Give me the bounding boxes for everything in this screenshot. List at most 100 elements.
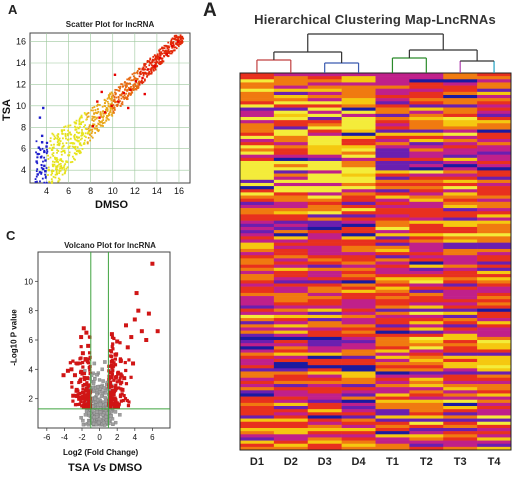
heatmap-cell bbox=[375, 233, 410, 237]
scatter-point bbox=[51, 182, 53, 184]
heatmap-cell bbox=[240, 151, 275, 155]
heatmap-cell bbox=[477, 120, 512, 124]
scatter-point bbox=[169, 52, 171, 55]
volcano-point bbox=[113, 352, 118, 357]
scatter-point bbox=[142, 74, 145, 77]
heatmap-cell bbox=[240, 135, 275, 140]
heatmap-cell bbox=[477, 274, 512, 278]
scatter-point bbox=[176, 42, 179, 44]
heatmap-cell bbox=[273, 412, 309, 416]
scatter-point bbox=[149, 61, 152, 64]
heatmap-cell bbox=[443, 346, 478, 350]
scatter-point bbox=[145, 72, 148, 75]
heatmap-cell bbox=[443, 264, 478, 269]
heatmap-cell bbox=[375, 349, 410, 353]
heatmap-cell bbox=[307, 157, 342, 162]
volcano-point bbox=[80, 390, 84, 395]
heatmap-cell bbox=[477, 434, 512, 438]
heatmap-cell bbox=[477, 129, 512, 133]
heatmap-cell bbox=[443, 390, 478, 394]
heatmap-cell bbox=[341, 245, 376, 250]
volcano-point bbox=[94, 422, 99, 427]
scatter-point bbox=[132, 75, 135, 78]
heatmap-cell bbox=[341, 387, 376, 391]
heatmap-cell bbox=[341, 314, 376, 319]
scatter-point bbox=[76, 137, 79, 139]
heatmap-cell bbox=[409, 390, 444, 394]
heatmap-cell bbox=[240, 358, 275, 363]
heatmap-cell bbox=[477, 176, 512, 181]
heatmap-cell bbox=[240, 374, 275, 379]
scatter-point bbox=[102, 115, 105, 117]
heatmap-cell bbox=[409, 384, 444, 388]
scatter-point bbox=[158, 49, 161, 52]
heatmap-cell bbox=[409, 186, 444, 190]
heatmap-cell bbox=[443, 299, 478, 303]
heatmap-cell bbox=[375, 236, 410, 240]
heatmap-cell bbox=[341, 321, 376, 325]
scatter-point bbox=[110, 106, 113, 109]
scatter-point bbox=[80, 151, 82, 154]
scatter-point bbox=[166, 45, 168, 47]
heatmap-cell bbox=[307, 321, 342, 325]
heatmap-cell bbox=[240, 340, 275, 344]
heatmap-cell bbox=[375, 167, 410, 171]
volcano-point bbox=[155, 329, 160, 334]
scatter-point bbox=[81, 134, 84, 137]
heatmap-cell bbox=[273, 274, 309, 278]
scatter-point bbox=[94, 132, 97, 134]
heatmap-cell bbox=[341, 406, 376, 410]
heatmap-cell bbox=[477, 148, 512, 152]
heatmap-cell bbox=[341, 431, 376, 435]
heatmap-cell bbox=[273, 223, 309, 228]
heatmap-cell bbox=[307, 182, 342, 187]
scatter-point bbox=[133, 86, 135, 88]
volcano-point bbox=[74, 387, 79, 392]
volcano-point bbox=[129, 335, 134, 340]
scatter-point bbox=[49, 137, 52, 140]
scatter-point bbox=[142, 66, 145, 69]
scatter-point bbox=[152, 59, 155, 62]
volcano-point bbox=[127, 400, 131, 404]
scatter-title: Scatter Plot for lncRNA bbox=[65, 20, 155, 29]
scatter-point bbox=[125, 82, 128, 85]
volcano-point bbox=[88, 355, 92, 359]
scatter-point bbox=[103, 121, 106, 124]
scatter-point bbox=[123, 94, 126, 97]
scatter-point bbox=[40, 173, 43, 175]
heatmap-cell bbox=[341, 164, 376, 168]
heatmap-cell bbox=[443, 358, 478, 363]
heatmap-cell bbox=[240, 220, 275, 225]
heatmap-cell bbox=[375, 116, 410, 121]
heatmap-cell bbox=[273, 170, 309, 174]
volcano-point bbox=[82, 391, 86, 395]
scatter-point bbox=[78, 117, 81, 120]
volcano-point bbox=[113, 385, 117, 389]
scatter-point bbox=[63, 126, 65, 129]
scatter-point bbox=[155, 55, 158, 58]
heatmap-cell bbox=[477, 428, 512, 432]
scatter-point bbox=[133, 88, 136, 91]
heatmap-cell bbox=[375, 157, 410, 162]
scatter-point bbox=[178, 41, 181, 44]
heatmap-cell bbox=[409, 261, 444, 265]
heatmap-cell bbox=[375, 362, 410, 366]
volcano-point bbox=[78, 391, 82, 396]
heatmap-cell bbox=[307, 120, 342, 124]
heatmap-cell bbox=[375, 440, 410, 445]
volcano-point bbox=[96, 385, 100, 389]
scatter-point bbox=[95, 117, 98, 120]
scatter-point bbox=[104, 109, 107, 111]
scatter-point bbox=[34, 181, 37, 183]
scatter-point bbox=[162, 60, 165, 63]
heatmap-cell bbox=[477, 252, 512, 256]
heatmap-cell bbox=[273, 314, 309, 319]
scatter-point bbox=[129, 92, 132, 95]
heatmap-cell bbox=[273, 160, 309, 165]
scatter-point bbox=[58, 144, 61, 147]
heatmap-cell bbox=[240, 226, 275, 231]
heatmap-cell bbox=[307, 217, 342, 221]
volcano-point bbox=[78, 361, 82, 365]
scatter-point bbox=[45, 141, 48, 144]
heatmap-cell bbox=[307, 214, 342, 218]
